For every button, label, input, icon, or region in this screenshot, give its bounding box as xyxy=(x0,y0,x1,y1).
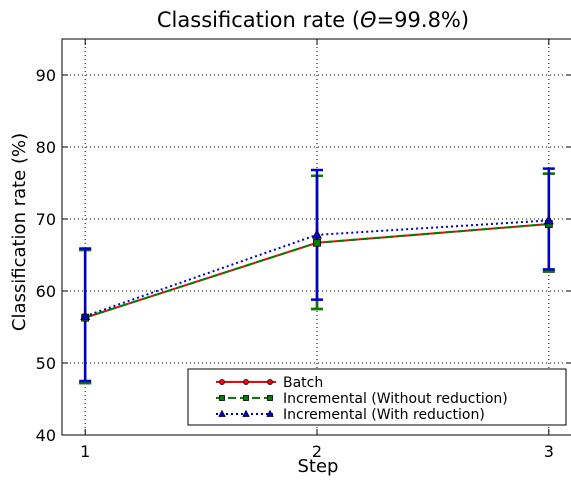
data-point-marker xyxy=(243,395,249,401)
legend-label: Incremental (Without reduction) xyxy=(283,391,508,407)
data-point-marker xyxy=(242,409,250,417)
y-tick-label: 60 xyxy=(36,282,56,301)
series-3 xyxy=(80,214,554,321)
series-layer xyxy=(79,167,555,385)
chart-title: Classification rate (Θ=99.8%) xyxy=(157,8,469,32)
legend-label: Batch xyxy=(283,375,323,391)
data-point-marker xyxy=(266,409,274,417)
x-tick-label: 3 xyxy=(544,442,554,461)
data-point-marker xyxy=(219,379,225,385)
y-tick-label: 90 xyxy=(36,66,56,85)
y-tick-label: 80 xyxy=(36,138,56,157)
data-point-marker xyxy=(219,395,225,401)
legend-box xyxy=(187,368,567,426)
y-tick-label: 70 xyxy=(36,210,56,229)
y-tick-label: 50 xyxy=(36,354,56,373)
data-point-marker xyxy=(543,214,554,225)
ticks: 40 50 60 70 80 90 1 2 3 xyxy=(36,39,571,461)
x-tick-label: 2 xyxy=(312,442,322,461)
data-point-marker xyxy=(80,310,91,321)
data-point-marker xyxy=(267,395,273,401)
legend-label: Incremental (With reduction) xyxy=(283,407,485,423)
data-point-marker xyxy=(312,229,322,239)
error-bars xyxy=(79,167,555,383)
data-point-marker xyxy=(313,238,321,247)
x-axis-label: Step xyxy=(298,456,339,477)
y-axis-label: Classification rate (%) xyxy=(9,133,30,331)
data-point-marker xyxy=(218,409,226,417)
data-point-marker xyxy=(243,379,249,385)
x-tick-label: 1 xyxy=(80,442,90,461)
data-point-marker xyxy=(267,379,273,385)
y-tick-label: 40 xyxy=(36,426,56,445)
